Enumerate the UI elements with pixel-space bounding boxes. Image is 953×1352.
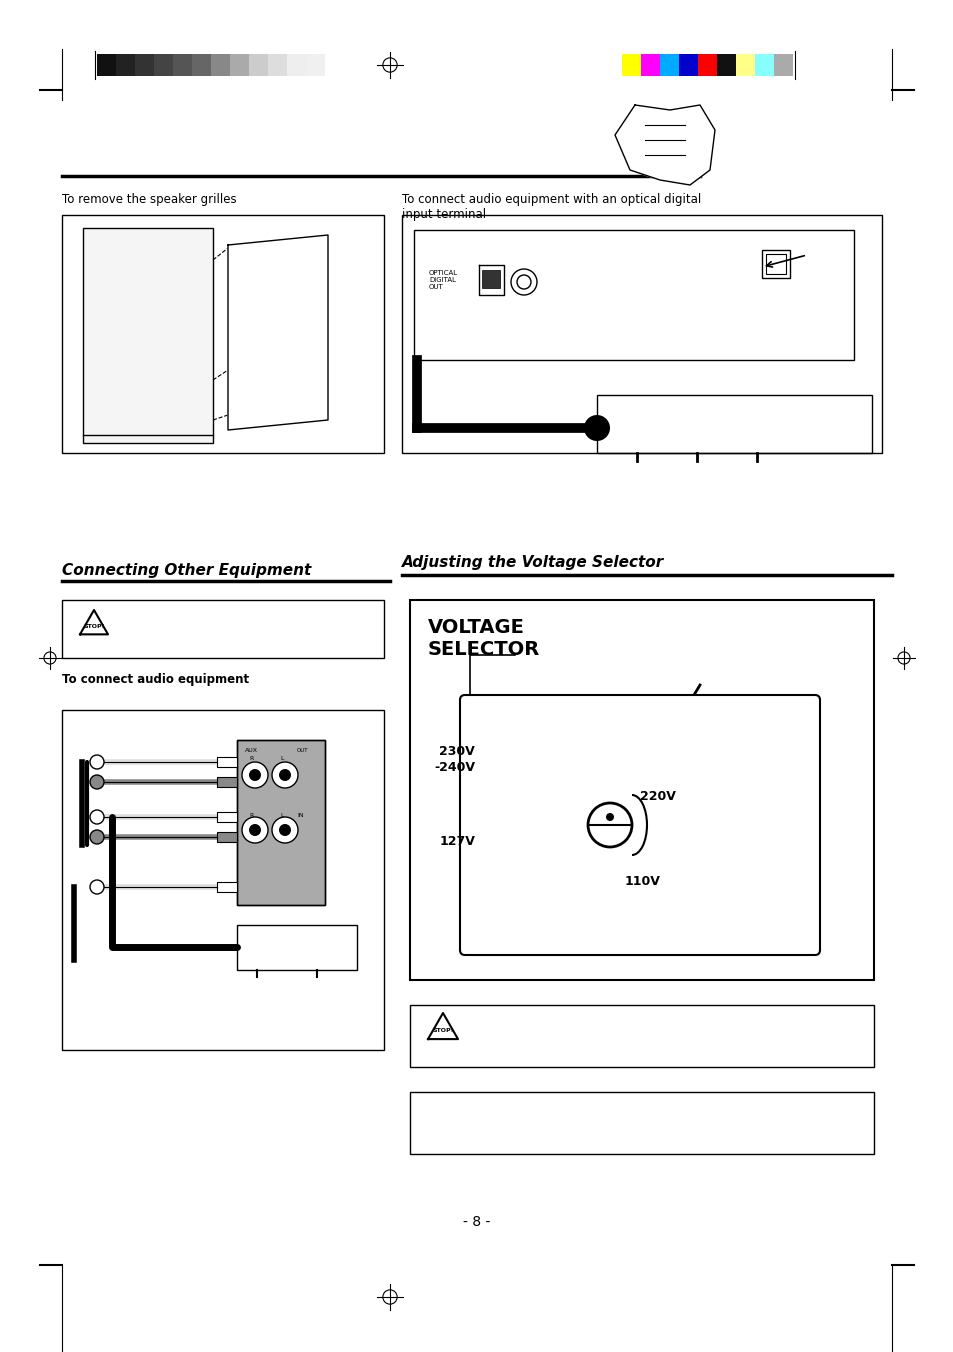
Circle shape xyxy=(278,769,291,781)
Text: 220V: 220V xyxy=(639,790,675,803)
Polygon shape xyxy=(80,610,108,634)
Text: STOP!: STOP! xyxy=(432,1029,454,1033)
Bar xyxy=(306,54,325,76)
Bar xyxy=(230,54,249,76)
FancyBboxPatch shape xyxy=(459,695,820,955)
Text: VOLTAGE: VOLTAGE xyxy=(428,618,524,637)
Circle shape xyxy=(272,817,297,844)
Bar xyxy=(216,882,236,892)
Bar xyxy=(236,925,356,969)
Bar xyxy=(236,740,325,904)
Polygon shape xyxy=(615,105,714,185)
Circle shape xyxy=(605,813,614,821)
Bar xyxy=(153,54,172,76)
Text: 110V: 110V xyxy=(624,875,660,888)
Bar xyxy=(216,777,236,787)
Polygon shape xyxy=(428,1013,457,1040)
Circle shape xyxy=(583,415,609,441)
Text: R: R xyxy=(250,813,253,818)
Text: 127V: 127V xyxy=(438,836,475,848)
Bar xyxy=(410,1092,873,1155)
Polygon shape xyxy=(228,235,328,430)
Text: AUX: AUX xyxy=(245,748,257,753)
Bar xyxy=(62,600,384,658)
Bar xyxy=(621,54,640,76)
Bar xyxy=(62,710,384,1051)
Bar xyxy=(236,740,325,904)
Circle shape xyxy=(90,754,104,769)
Text: Adjusting the Voltage Selector: Adjusting the Voltage Selector xyxy=(401,556,663,571)
Bar xyxy=(83,228,213,443)
Bar xyxy=(135,54,153,76)
Bar xyxy=(287,54,306,76)
Circle shape xyxy=(242,763,268,788)
Text: L: L xyxy=(280,813,283,818)
Text: -240V: -240V xyxy=(434,761,475,773)
Bar xyxy=(401,215,882,453)
Bar xyxy=(410,600,873,980)
Bar xyxy=(410,1005,873,1067)
Text: STOP!: STOP! xyxy=(83,625,105,629)
Circle shape xyxy=(249,823,261,836)
Bar xyxy=(597,395,871,453)
Text: OUT: OUT xyxy=(296,748,308,753)
Text: - 8 -: - 8 - xyxy=(463,1215,490,1229)
Circle shape xyxy=(90,810,104,823)
Bar xyxy=(765,254,785,274)
Bar xyxy=(717,54,735,76)
Circle shape xyxy=(278,823,291,836)
Bar xyxy=(216,831,236,842)
Bar xyxy=(62,215,384,453)
Bar xyxy=(216,813,236,822)
Bar xyxy=(116,54,135,76)
Circle shape xyxy=(272,763,297,788)
Text: Connecting Other Equipment: Connecting Other Equipment xyxy=(62,562,311,579)
Circle shape xyxy=(90,775,104,790)
Bar xyxy=(481,270,499,288)
Text: To connect audio equipment: To connect audio equipment xyxy=(62,673,249,685)
Text: L: L xyxy=(280,756,283,761)
Bar xyxy=(773,54,792,76)
Circle shape xyxy=(249,769,261,781)
Circle shape xyxy=(242,817,268,844)
Text: IN: IN xyxy=(296,813,303,818)
Bar xyxy=(216,757,236,767)
Text: SELECTOR: SELECTOR xyxy=(428,639,539,658)
Text: R: R xyxy=(250,756,253,761)
Text: 230V: 230V xyxy=(438,745,475,758)
Bar xyxy=(761,250,789,279)
Circle shape xyxy=(587,803,631,846)
Bar xyxy=(172,54,192,76)
Text: OPTICAL
DIGITAL
OUT: OPTICAL DIGITAL OUT xyxy=(429,270,457,289)
Bar xyxy=(679,54,698,76)
Bar xyxy=(249,54,268,76)
Bar xyxy=(192,54,211,76)
Bar xyxy=(97,54,116,76)
Bar xyxy=(268,54,287,76)
Bar xyxy=(211,54,230,76)
Circle shape xyxy=(90,880,104,894)
Bar xyxy=(640,54,659,76)
Bar xyxy=(735,54,754,76)
Text: To remove the speaker grilles: To remove the speaker grilles xyxy=(62,193,236,206)
Bar xyxy=(754,54,773,76)
Circle shape xyxy=(90,830,104,844)
Bar xyxy=(414,230,853,360)
Bar xyxy=(659,54,679,76)
Text: To connect audio equipment with an optical digital
input terminal: To connect audio equipment with an optic… xyxy=(401,193,700,220)
Bar xyxy=(698,54,717,76)
